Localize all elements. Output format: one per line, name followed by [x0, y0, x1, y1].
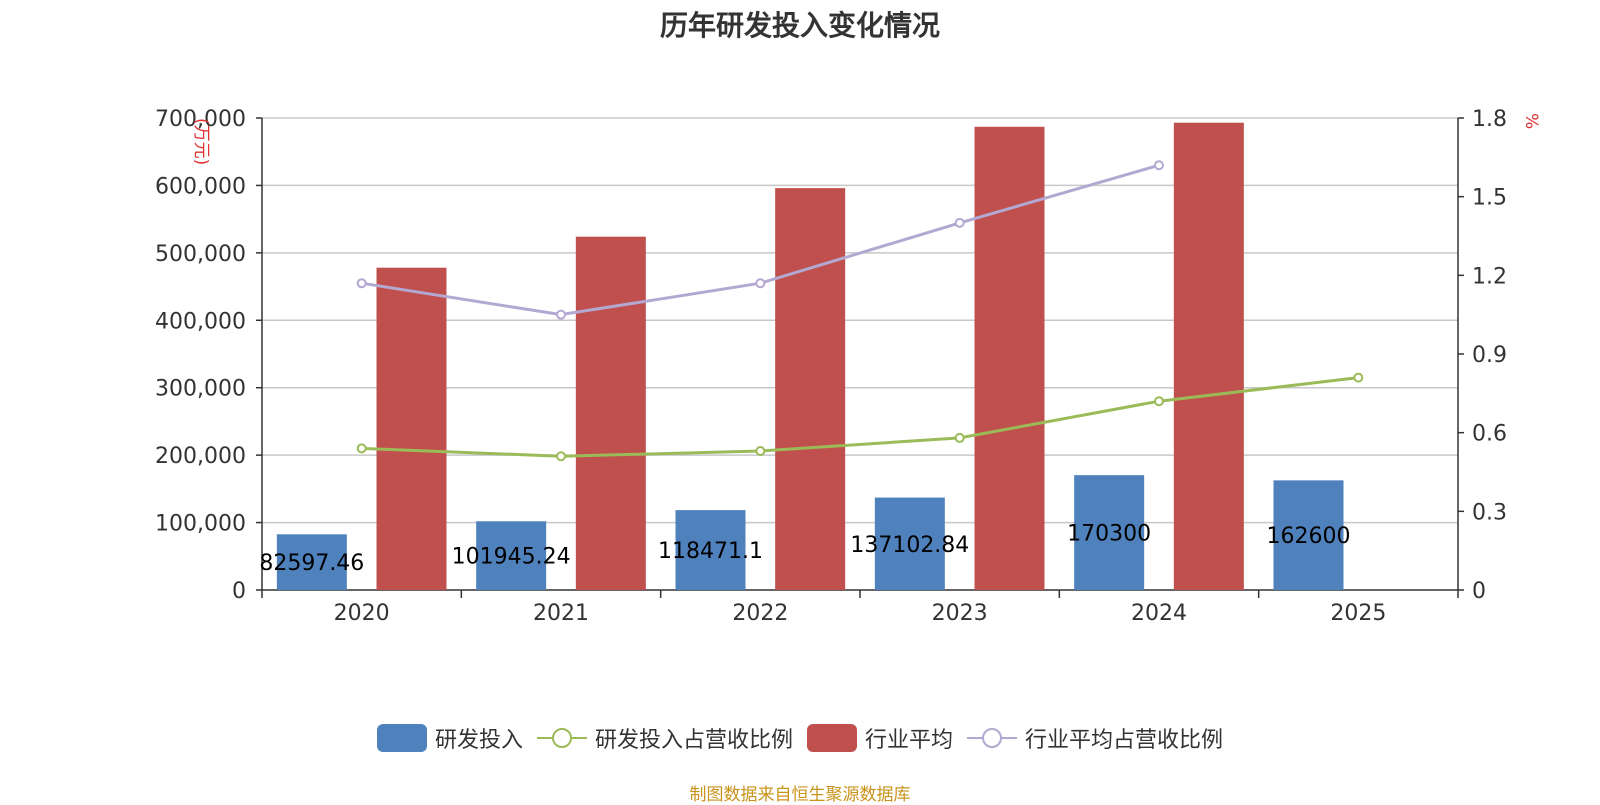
- bar: [775, 188, 846, 590]
- left-tick-label: 100,000: [155, 512, 246, 537]
- left-axis-unit: (万元): [191, 118, 211, 165]
- bar: [675, 510, 746, 590]
- left-tick-label: 400,000: [155, 309, 246, 334]
- legend-item-rd-ratio[interactable]: 研发投入占营收比例: [536, 722, 793, 754]
- legend-item-industry-average[interactable]: 行业平均: [807, 722, 953, 754]
- line-point: [954, 432, 965, 443]
- line-point: [556, 451, 566, 462]
- legend: 研发投入 研发投入占营收比例 行业平均 行业平均占营收比例: [0, 722, 1600, 754]
- x-tick-label: 2021: [533, 601, 589, 626]
- bar: [376, 267, 447, 590]
- bar-data-label: 170300: [1067, 522, 1151, 547]
- bar-data-label: 82597.46: [259, 551, 364, 576]
- line-point: [556, 309, 566, 320]
- bar-data-label: 101945.24: [452, 545, 571, 570]
- legend-item-rd-investment[interactable]: 研发投入: [376, 722, 523, 754]
- bar: [974, 126, 1045, 590]
- line-point: [1353, 372, 1364, 383]
- legend-label-rd-investment: 研发投入: [434, 728, 523, 753]
- left-tick-label: 300,000: [155, 377, 246, 402]
- left-tick-label: 500,000: [155, 242, 246, 267]
- x-tick-label: 2020: [334, 601, 390, 626]
- legend-label-industry-average: 行业平均: [865, 728, 954, 753]
- line-point: [755, 278, 766, 289]
- right-tick-label: 0: [1472, 579, 1486, 604]
- legend-swatch-rd-investment: [376, 724, 427, 752]
- x-tick-label: 2024: [1131, 601, 1187, 626]
- bar: [1173, 122, 1244, 590]
- x-tick-label: 2022: [732, 601, 788, 626]
- line-point: [755, 446, 766, 457]
- source-note: 制图数据来自恒生聚源数据库: [689, 785, 911, 805]
- series-line: [361, 376, 1359, 458]
- data-labels: 82597.46 101945.24 118471.1 137102.84 170300…: [259, 522, 1350, 577]
- right-tick-label: 0.6: [1472, 422, 1507, 447]
- right-tick-label: 1.8: [1472, 107, 1507, 132]
- right-axis-unit: %: [1521, 113, 1541, 129]
- bar: [874, 497, 945, 590]
- right-tick-label: 0.3: [1472, 500, 1507, 525]
- line-point: [356, 443, 367, 454]
- bar: [276, 534, 347, 590]
- legend-label-industry-ratio: 行业平均占营收比例: [1025, 728, 1224, 753]
- bar: [476, 521, 547, 590]
- bar: [1273, 480, 1344, 590]
- chart-title: 历年研发投入变化情况: [659, 9, 940, 42]
- line-point: [954, 217, 965, 228]
- chart-area: 0 100,000 200,000 300,000 400,000 500,000 600,…: [155, 107, 1541, 626]
- grid-lines: [262, 117, 1458, 524]
- bar-data-label: 118471.1: [658, 539, 763, 564]
- x-tick-label: 2025: [1330, 601, 1386, 626]
- axes: 0 100,000 200,000 300,000 400,000 500,000 600,…: [155, 107, 1541, 626]
- left-tick-label: 0: [232, 579, 246, 604]
- left-tick-label: 700,000: [155, 107, 246, 132]
- legend-swatch-industry-average: [807, 724, 857, 752]
- line-point: [1154, 396, 1164, 407]
- bar-data-label: 137102.84: [850, 533, 969, 558]
- left-tick-label: 600,000: [155, 174, 246, 199]
- right-tick-label: 1.5: [1472, 186, 1507, 211]
- x-tick-label: 2023: [932, 601, 988, 626]
- legend-item-industry-ratio[interactable]: 行业平均占营收比例: [967, 722, 1223, 754]
- right-tick-label: 1.2: [1472, 264, 1507, 289]
- line-point: [356, 278, 367, 289]
- legend-label-rd-ratio: 研发投入占营收比例: [594, 728, 793, 753]
- line-point: [1154, 160, 1164, 171]
- bar: [575, 236, 646, 590]
- left-tick-label: 200,000: [155, 444, 246, 469]
- legend-swatch-rd-ratio: [536, 728, 587, 748]
- bar-data-label: 162600: [1267, 524, 1351, 549]
- right-tick-label: 0.9: [1472, 343, 1507, 368]
- lines: [356, 160, 1364, 462]
- bar: [1074, 475, 1145, 590]
- legend-swatch-industry-ratio: [967, 728, 1018, 748]
- bars: [276, 122, 1344, 590]
